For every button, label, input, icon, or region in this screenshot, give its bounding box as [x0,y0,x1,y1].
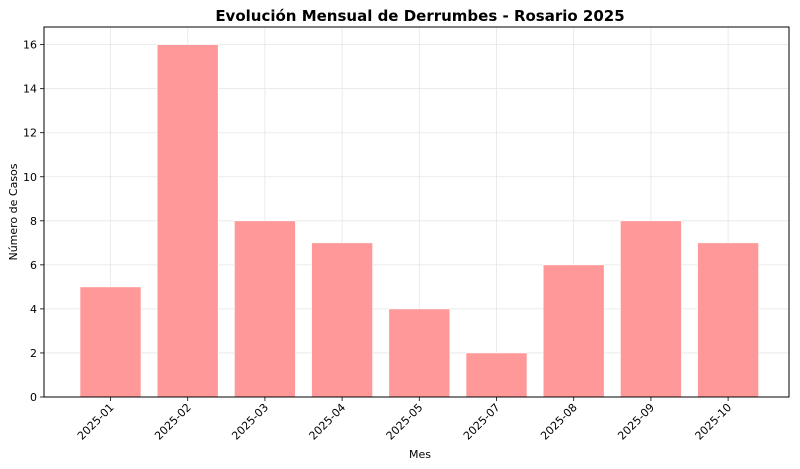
y-tick-label: 6 [30,259,37,272]
y-tick-label: 12 [23,127,37,140]
y-tick-label: 8 [30,215,37,228]
x-ticks: 2025-01 2025-02 2025-03 2025-04 2025-05 2025-… [75,397,734,443]
y-tick-label: 4 [30,303,37,316]
axes [43,26,790,398]
x-tick-label: 2025-03 [229,401,271,443]
y-axis-label: Número de Casos [7,163,20,260]
bar [79,286,142,398]
bar [620,220,682,398]
chart-title: Evolución Mensual de Derrumbes - Rosario… [215,7,624,25]
x-axis-label: Mes [409,448,431,461]
bar [388,308,451,398]
x-tick-label: 2025-07 [461,401,503,443]
x-tick-label: 2025-08 [538,401,580,443]
bar [156,44,219,398]
y-tick-label: 0 [30,391,37,404]
y-tick-label: 14 [23,83,37,96]
x-tick-label: 2025-04 [307,401,349,443]
x-tick-label: 2025-02 [152,401,194,443]
plot-frame [43,26,790,398]
y-tick-label: 10 [23,171,37,184]
y-ticks: 0 2 4 6 8 10 12 14 16 [23,39,44,404]
bar [234,220,296,398]
x-tick-label: 2025-09 [615,401,657,443]
x-tick-label: 2025-01 [75,401,117,443]
bar [465,352,528,398]
bars [79,44,759,398]
x-tick-label: 2025-05 [384,401,426,443]
y-tick-label: 16 [23,39,37,52]
bar [311,242,373,398]
bar [542,264,605,398]
y-tick-label: 2 [30,347,37,360]
x-tick-label: 2025-10 [693,401,735,443]
bar [697,242,759,398]
